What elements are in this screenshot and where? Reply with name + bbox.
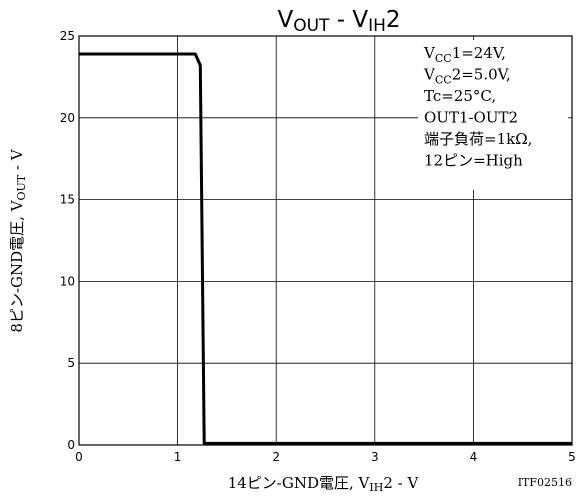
x-tick-labels: 0 1 2 3 4 5 [75, 450, 576, 464]
condition-line: VCC2=5.0V, [423, 66, 511, 87]
chart-title: VOUT - VIH2 [277, 7, 400, 36]
y-tick-labels: 0 5 10 15 20 25 [60, 29, 75, 452]
y-tick-label: 25 [60, 29, 75, 43]
y-axis-label: 8ピン-GND電圧, VOUT - V [8, 148, 28, 332]
x-tick-label: 4 [470, 450, 478, 464]
condition-line: 12ピン=High [424, 152, 523, 170]
condition-line: VCC1=24V, [423, 44, 506, 65]
x-tick-label: 1 [174, 450, 182, 464]
series-line [79, 52, 572, 445]
y-tick-label: 20 [60, 111, 75, 125]
conditions-annotation: VCC1=24V,VCC2=5.0V,Tc=25°C, OUT1-OUT2 端子負荷… [423, 44, 532, 170]
x-tick-label: 0 [75, 450, 83, 464]
plot-frame [78, 35, 573, 446]
y-tick-label: 15 [60, 193, 75, 207]
y-tick-label: 0 [67, 438, 75, 452]
x-tick-label: 3 [371, 450, 379, 464]
figure-code: ITF02516 [518, 476, 572, 489]
condition-line: Tc=25°C, [424, 87, 496, 105]
x-axis-label: 14ピン-GND電圧, VIH2 - V [228, 474, 420, 494]
series-group [79, 52, 572, 445]
y-tick-label: 5 [67, 356, 75, 370]
conditions-box-mask [418, 40, 568, 190]
x-tick-label: 2 [272, 450, 280, 464]
condition-line: 端子負荷=1kΩ, [424, 130, 532, 148]
condition-line: OUT1-OUT2 [424, 109, 518, 127]
y-tick-label: 10 [60, 274, 75, 288]
x-tick-label: 5 [568, 450, 576, 464]
